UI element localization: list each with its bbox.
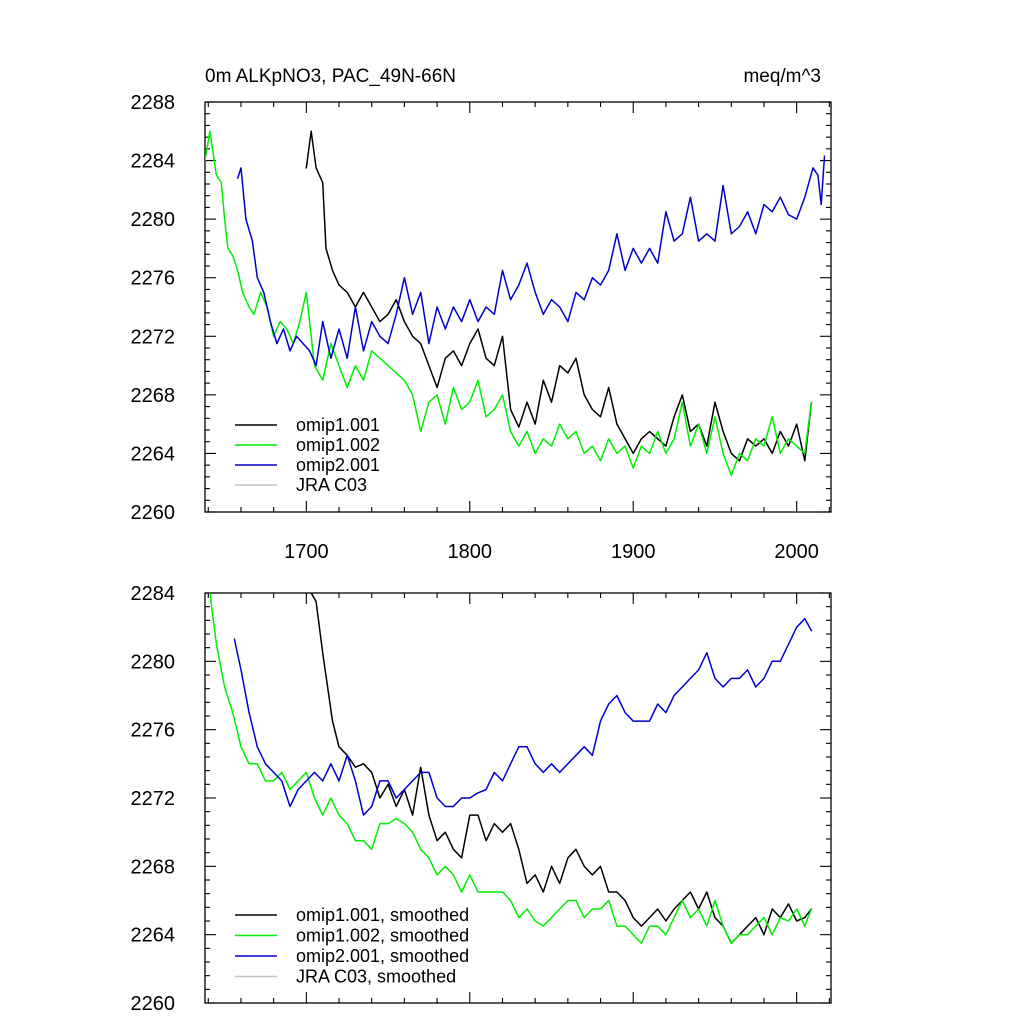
y-tick-label: 2276 (131, 268, 176, 290)
legend-label-omip1_002: omip1.002, smoothed (296, 926, 469, 946)
series-line-omip1_002 (205, 130, 813, 477)
chart-title: 0m ALKpNO3, PAC_49N-66N (205, 66, 456, 87)
x-tick-label: 1700 (284, 541, 329, 563)
chart-panel-top: 2260 2264 2268 2272 2276 2280 2284 2288 1700 1800… (131, 66, 832, 563)
series-line-omip1_001 (305, 130, 813, 462)
legend-label-omip2_001: omip2.001 (296, 455, 380, 475)
plot-frame (204, 101, 832, 513)
legend-label-omip1_001: omip1.001 (296, 415, 380, 435)
y-tick-label: 2284 (131, 583, 176, 605)
series-line-omip1_002 (209, 593, 813, 944)
legend-label-omip1_001: omip1.001, smoothed (296, 905, 469, 925)
legend-label-omip2_001: omip2.001, smoothed (296, 946, 469, 966)
y-tick-label: 2280 (131, 209, 176, 231)
y-tick-label: 2288 (131, 92, 176, 114)
x-tick-label: 1900 (611, 541, 656, 563)
legend-label-jra_c03: JRA C03 (296, 475, 367, 495)
y-tick-label: 2264 (131, 443, 176, 465)
y-tick-label: 2276 (131, 720, 176, 742)
y-tick-label: 2260 (131, 993, 176, 1015)
x-tick-label: 2000 (774, 541, 819, 563)
y-tick-label: 2268 (131, 385, 176, 407)
series-line-omip1_001 (310, 593, 813, 944)
units-label: meq/m^3 (743, 66, 821, 87)
series-line-omip2_001 (233, 617, 813, 816)
y-tick-label: 2260 (131, 502, 176, 524)
y-tick-label: 2268 (131, 856, 176, 878)
y-tick-label: 2280 (131, 651, 176, 673)
y-tick-label: 2264 (131, 925, 176, 947)
x-tick-label: 1800 (448, 541, 493, 563)
y-tick-label: 2284 (131, 151, 176, 173)
y-tick-label: 2272 (131, 788, 176, 810)
legend-label-jra_c03: JRA C03, smoothed (296, 967, 456, 987)
y-tick-label: 2272 (131, 326, 176, 348)
series-line-omip2_001 (236, 155, 826, 367)
legend-label-omip1_002: omip1.002 (296, 435, 380, 455)
chart-panel-bottom: 2260 2264 2268 2272 2276 2280 2284 omip1.001, s… (131, 583, 832, 1015)
